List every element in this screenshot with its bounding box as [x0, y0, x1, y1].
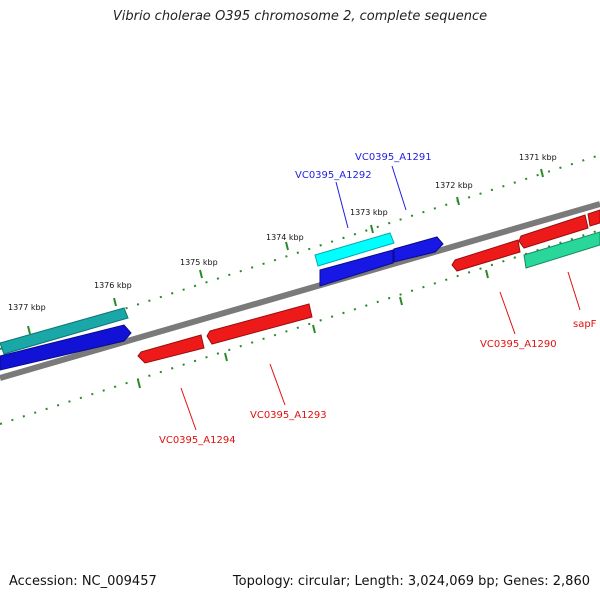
scale-label-1371: 1371 kbp: [519, 153, 557, 162]
chromosome-backbone: [0, 201, 600, 381]
gene-labels[interactable]: VC0395_A1291 VC0395_A1292 VC0395_A1290 V…: [159, 152, 597, 446]
topology-text: Topology: circular; Length: 3,024,069 bp…: [232, 574, 590, 589]
accession-text: Accession: NC_009457: [9, 574, 157, 589]
major-tick-1376: [113, 297, 117, 307]
leader-lines: [180, 165, 581, 431]
gene-label-sapf: sapF: [573, 319, 597, 330]
scale-labels: 1377 kbp 1376 kbp 1375 kbp 1374 kbp 1373…: [8, 153, 557, 312]
major-tick-1375: [199, 269, 203, 279]
gene-blue-mid: [319, 249, 394, 287]
gene-label-vc0395-a1290: VC0395_A1290: [480, 339, 557, 350]
scale-label-1377: 1377 kbp: [8, 303, 46, 312]
major-tick-1373: [370, 224, 374, 234]
forward-genes[interactable]: [0, 232, 444, 371]
gene-label-vc0395-a1294: VC0395_A1294: [159, 435, 236, 446]
gene-cyan-left: [0, 307, 129, 355]
gene-cyan-mid: [314, 232, 395, 267]
gene-red-mid: [206, 303, 313, 345]
scale-label-1372: 1372 kbp: [435, 181, 473, 190]
gene-label-vc0395-a1293: VC0395_A1293: [250, 410, 327, 421]
reverse-genes[interactable]: [137, 209, 600, 364]
map-title: Vibrio cholerae O395 chromosome 2, compl…: [112, 9, 488, 24]
scale-label-1375: 1375 kbp: [180, 258, 218, 267]
scale-label-1373: 1373 kbp: [350, 208, 388, 217]
gene-red-right: [451, 239, 521, 272]
scale-label-1374: 1374 kbp: [266, 233, 304, 242]
gene-blue-left: [0, 324, 132, 371]
lower-scale: [0, 229, 600, 425]
gene-red-left: [137, 334, 205, 364]
upper-scale: [0, 154, 600, 350]
gene-blue-arrow: [393, 236, 444, 263]
major-tick-1371: [540, 168, 544, 178]
gene-label-vc0395-a1291: VC0395_A1291: [355, 152, 432, 163]
major-tick-1377: [27, 325, 31, 335]
major-tick-1372: [456, 196, 460, 206]
gene-red-edge: [587, 209, 600, 227]
gene-green-edge: [523, 231, 600, 269]
major-tick-1374: [285, 241, 289, 251]
gene-red-right2: [518, 214, 589, 249]
gene-label-vc0395-a1292: VC0395_A1292: [295, 170, 372, 181]
scale-label-1376: 1376 kbp: [94, 281, 132, 290]
